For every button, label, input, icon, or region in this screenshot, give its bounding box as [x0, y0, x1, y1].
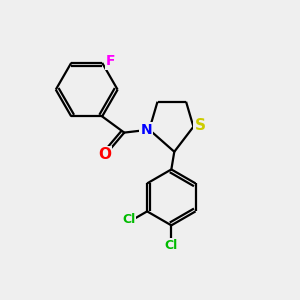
- Text: S: S: [194, 118, 206, 133]
- Text: Cl: Cl: [122, 212, 135, 226]
- Text: N: N: [140, 123, 152, 137]
- Text: F: F: [106, 54, 115, 68]
- Text: Cl: Cl: [165, 239, 178, 253]
- Text: O: O: [98, 147, 111, 162]
